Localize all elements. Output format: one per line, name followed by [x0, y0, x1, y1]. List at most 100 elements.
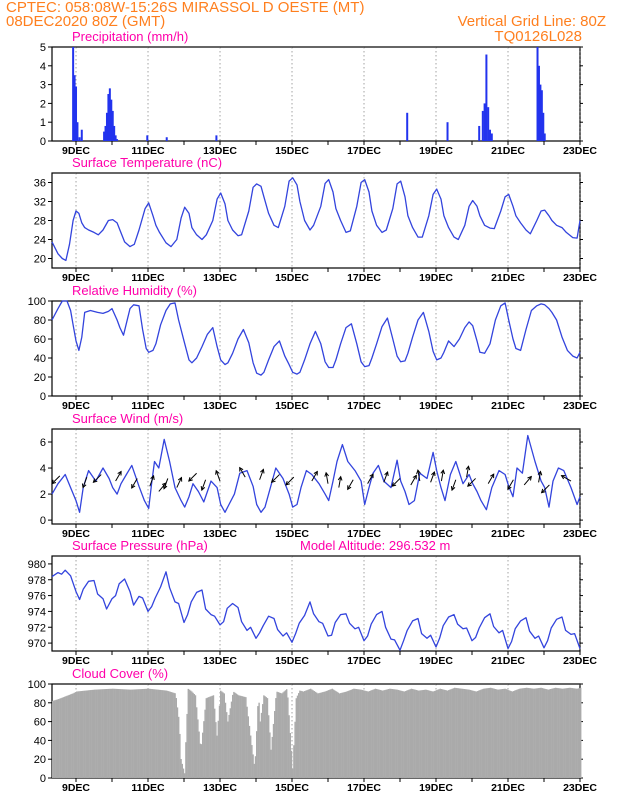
cloud-fill-column	[70, 694, 72, 778]
cloud-fill-column	[457, 688, 459, 778]
cloud-fill-column	[461, 688, 463, 778]
cloud-fill-column	[146, 688, 149, 778]
cloud-fill-column	[346, 691, 348, 778]
cloud-fill-column	[212, 695, 215, 778]
cloud-fill-column	[286, 689, 288, 778]
cloud-fill-column	[313, 691, 315, 778]
cloud-fill-column	[266, 698, 269, 778]
cloud-fill-column	[402, 691, 404, 778]
wind-arrow-head	[440, 469, 446, 475]
cloud-fill-column	[341, 692, 343, 778]
wind-arrow-shaft	[149, 475, 155, 487]
wind-xtick-label: 17DEC	[347, 528, 381, 540]
cloud-fill-column	[379, 689, 381, 778]
precip-bar	[116, 139, 119, 141]
cloud-fill-column	[242, 696, 245, 778]
cloud-fill-column	[294, 721, 296, 778]
cloud-fill-column	[164, 690, 167, 778]
cloud-fill-column	[376, 689, 378, 778]
cloud-fill-column	[270, 749, 272, 778]
wind-arrow-head	[285, 480, 291, 486]
cloud-fill-column	[358, 689, 360, 778]
cloud-fill-column	[302, 691, 305, 778]
wind-arrow-head	[162, 484, 168, 490]
cloud-fill-column	[94, 689, 96, 778]
wind-arrow-shaft	[338, 476, 342, 488]
cloud-fill-column	[541, 688, 543, 778]
cloud-fill-column	[502, 689, 504, 778]
cloud-fill-column	[539, 687, 541, 778]
cloud-fill-column	[494, 689, 497, 778]
cloud-fill-column	[277, 692, 279, 778]
wind-xtick-label: 11DEC	[131, 528, 165, 540]
cloud-fill-column	[169, 691, 171, 778]
cloud-fill-column	[134, 689, 137, 778]
cloud-fill-column	[109, 688, 111, 778]
cloud-fill-column	[410, 688, 413, 778]
rh-ytick-label: 80	[34, 315, 46, 327]
precip-bar	[483, 103, 486, 141]
cloud-fill-column	[433, 691, 435, 778]
cloud-fill-column	[298, 693, 300, 778]
cloud-fill-column	[490, 687, 492, 778]
precip-bar	[75, 86, 78, 141]
wind-xtick-label: 13DEC	[203, 528, 237, 540]
precip-bar	[542, 112, 545, 141]
wind-arrow-head	[200, 486, 206, 492]
press-series-line	[51, 569, 581, 651]
cloud-fill-column	[68, 694, 71, 778]
cloud-fill-column	[204, 709, 206, 778]
cloud-fill-column	[356, 689, 359, 778]
cloud-fill-column	[230, 701, 233, 778]
rh-frame	[51, 300, 581, 397]
cloud-fill-column	[208, 697, 210, 778]
temp-series-line	[51, 177, 581, 262]
cloud-ytick-label: 40	[34, 735, 46, 747]
cloud-fill-column	[565, 688, 567, 778]
cloud-fill-column	[479, 690, 481, 778]
cloud-fill-column	[316, 692, 318, 778]
cloud-fill-column	[545, 689, 547, 778]
cloud-fill-column	[218, 705, 221, 778]
cloud-fill-column	[310, 688, 312, 778]
cloud-fill-column	[287, 697, 289, 778]
cloud-fill-column	[416, 690, 419, 778]
model-code: TQ0126L028	[494, 28, 582, 45]
wind-arrow-head	[450, 486, 456, 492]
wind-arrow-head	[215, 469, 220, 475]
cloud-fill-column	[173, 692, 175, 778]
cloud-fill-column	[534, 688, 536, 778]
cloud-fill-column	[210, 696, 212, 778]
cloud-fill-column	[503, 688, 505, 778]
cloud-fill-column	[523, 688, 525, 778]
cloud-fill-column	[282, 692, 284, 778]
wind-arrow-head	[150, 474, 155, 480]
cloud-fill-column	[456, 688, 458, 778]
press-ytick-label: 978	[28, 575, 46, 587]
cloud-fill-column	[480, 689, 482, 778]
cloud-fill-column	[449, 689, 451, 778]
cloud-fill-column	[566, 688, 569, 778]
precip-bar	[114, 135, 117, 141]
cloud-fill-column	[312, 690, 314, 778]
precip-bar	[80, 129, 83, 141]
wind-arrow-shaft	[561, 475, 572, 482]
cloud-fill-column	[377, 689, 379, 778]
cloud-fill-column	[335, 691, 337, 778]
cloud-fill-column	[445, 690, 447, 778]
wind-arrow-shaft	[430, 471, 435, 483]
cloud-fill-column	[220, 690, 222, 778]
cloud-fill-column	[439, 688, 441, 778]
precip-xtick-label: 13DEC	[203, 145, 237, 157]
cloud-fill-column	[572, 688, 575, 778]
cloud-fill-column	[499, 689, 501, 778]
cloud-fill-column	[498, 689, 500, 778]
cloud-fill-column	[434, 690, 437, 778]
cloud-fill-column	[391, 689, 393, 778]
cloud-fill-column	[360, 689, 362, 778]
cloud-xtick-label: 13DEC	[203, 782, 237, 794]
station-info: CPTEC: 058:08W-15:26S MIRASSOL D OESTE (…	[6, 0, 365, 16]
cloud-fill-column	[272, 723, 275, 778]
cloud-fill-column	[300, 690, 302, 778]
precip-ytick-label: 3	[40, 80, 46, 92]
